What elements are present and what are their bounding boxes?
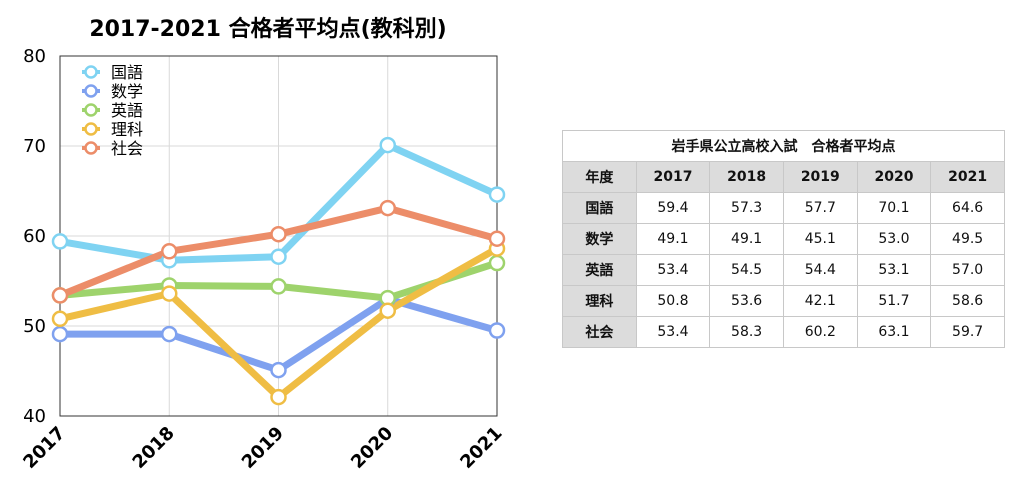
score-cell: 49.1 [709,223,784,255]
legend-marker [84,65,98,79]
year-header: 2017 [635,161,711,193]
x-tick-label: 2021 [456,423,506,473]
y-tick-label: 70 [23,136,46,157]
x-tick-label: 2018 [129,423,179,473]
legend-marker [84,122,98,136]
legend-marker [84,141,98,155]
table-corner-header: 年度 [562,161,637,193]
data-point-社会 [51,287,69,304]
y-tick-label: 50 [23,316,46,337]
data-point-理科 [270,388,287,406]
subject-cell: 国語 [562,192,637,224]
score-cell: 58.3 [709,316,784,348]
table-row: 国語 59.4 57.3 57.7 70.1 64.6 [562,192,1005,224]
score-cell: 51.7 [856,285,932,317]
chart-title: 2017-2021 合格者平均点(教科別) [89,16,446,42]
data-point-数学 [161,325,178,343]
legend-marker [84,103,98,117]
score-cell: 54.4 [782,254,858,286]
year-header: 2021 [930,161,1005,193]
score-cell: 53.6 [709,285,784,317]
year-header: 2020 [856,161,932,193]
legend-label: 理科 [111,120,143,139]
score-table: 岩手県公立高校入試 合格者平均点 年度 2017 2018 2019 2020 … [562,130,1005,348]
data-point-国語 [488,186,506,203]
score-cell: 59.4 [635,192,711,224]
table-row: 理科 50.8 53.6 42.1 51.7 58.6 [562,285,1005,317]
data-point-理科 [51,310,69,328]
score-cell: 53.4 [635,316,711,348]
x-tick-label: 2017 [19,423,69,473]
score-cell: 57.0 [930,254,1005,286]
data-point-数学 [270,361,287,379]
legend-label: 社会 [111,139,143,158]
score-cell: 50.8 [635,285,711,317]
data-point-国語 [379,136,396,154]
legend-label: 英語 [111,101,143,120]
score-cell: 49.1 [635,223,711,255]
data-point-国語 [51,233,69,250]
score-cell: 60.2 [782,316,858,348]
legend-label: 数学 [111,82,143,101]
data-point-理科 [379,302,396,319]
score-cell: 64.6 [930,192,1005,224]
data-point-数学 [488,322,506,339]
score-cell: 45.1 [782,223,858,255]
score-cell: 54.5 [709,254,784,286]
score-cell: 57.3 [709,192,784,224]
data-point-英語 [488,254,506,272]
table-row: 数学 49.1 49.1 45.1 53.0 49.5 [562,223,1005,255]
legend-marker [84,84,98,98]
subject-cell: 社会 [562,316,637,348]
table-row: 英語 53.4 54.5 54.4 53.1 57.0 [562,254,1005,286]
data-point-国語 [270,248,287,265]
score-cell: 53.4 [635,254,711,286]
data-point-社会 [379,199,396,217]
score-cell: 58.6 [930,285,1005,317]
subject-cell: 理科 [562,285,637,317]
line-chart: 2017-2021 合格者平均点(教科別) 40 50 60 70 80 2017 2018 2… [19,16,506,473]
y-tick-label: 60 [23,226,46,247]
score-cell: 42.1 [782,285,858,317]
data-point-社会 [270,225,287,243]
data-point-社会 [488,230,506,247]
score-cell: 57.7 [782,192,858,224]
score-cell: 49.5 [930,223,1005,255]
table-row: 社会 53.4 58.3 60.2 63.1 59.7 [562,316,1005,348]
data-point-数学 [51,325,69,343]
legend-label: 国語 [111,63,143,82]
score-cell: 53.0 [856,223,932,255]
data-point-英語 [270,278,287,295]
score-cell: 53.1 [856,254,932,286]
table-title: 岩手県公立高校入試 合格者平均点 [562,130,1005,162]
subject-cell: 数学 [562,223,637,255]
score-cell: 59.7 [930,316,1005,348]
data-point-理科 [161,285,178,302]
data-point-社会 [161,243,178,260]
x-tick-label: 2019 [238,423,288,473]
score-cell: 63.1 [856,316,932,348]
year-header: 2018 [709,161,784,193]
year-header: 2019 [782,161,858,193]
score-cell: 70.1 [856,192,932,224]
subject-cell: 英語 [562,254,637,286]
y-tick-label: 80 [23,46,46,67]
x-tick-label: 2020 [347,423,397,473]
y-tick-label: 40 [23,406,46,427]
